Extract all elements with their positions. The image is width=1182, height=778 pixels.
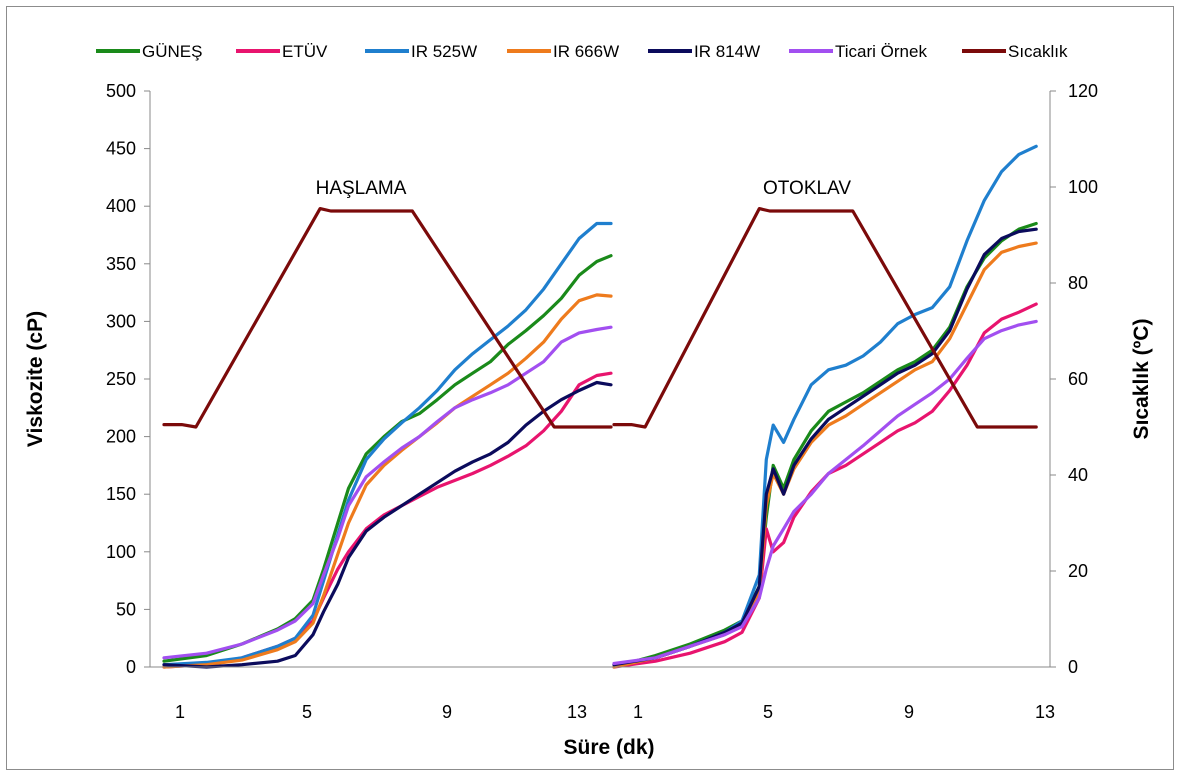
series-line-haşlama-5 xyxy=(162,325,613,660)
legend-label: IR 666W xyxy=(553,42,619,61)
y-tick-label: 0 xyxy=(126,657,136,677)
y-tick-label: 450 xyxy=(106,139,136,159)
y2-tick-label: 100 xyxy=(1068,177,1098,197)
annotation-otoklav: OTOKLAV xyxy=(763,178,851,199)
legend-label: IR 525W xyxy=(411,42,477,61)
x-tick-label: 1 xyxy=(633,702,643,722)
y2-tick-label: 20 xyxy=(1068,561,1088,581)
series-line-haşlama-6 xyxy=(162,207,613,429)
legend-label: ETÜV xyxy=(282,42,328,61)
series-line-otoklav-5 xyxy=(612,319,1038,666)
y2-axis-title: Sıcaklık (ºC) xyxy=(1130,319,1153,440)
y2-tick-label: 0 xyxy=(1068,657,1078,677)
y-tick-label: 50 xyxy=(116,599,136,619)
axes-layer: 0 50 100 150 200 250 300 350 400 450 500 0 20 40 60 80 1… xyxy=(106,81,1098,722)
x-tick-label: 9 xyxy=(904,702,914,722)
series-layer xyxy=(162,144,1038,669)
y-axis-title: Viskozite (cP) xyxy=(24,311,47,447)
series-line-haşlama-1 xyxy=(162,371,613,669)
y2-tick-label: 80 xyxy=(1068,273,1088,293)
y2-tick-label: 60 xyxy=(1068,369,1088,389)
y-tick-label: 300 xyxy=(106,311,136,331)
y2-tick-label: 40 xyxy=(1068,465,1088,485)
legend-label: Sıcaklık xyxy=(1008,42,1068,61)
series-line-otoklav-3 xyxy=(612,241,1038,669)
x-tick-label: 1 xyxy=(175,702,185,722)
chart-frame xyxy=(6,6,1174,770)
series-line-otoklav-4 xyxy=(612,227,1038,667)
y-tick-label: 500 xyxy=(106,81,136,101)
legend-label: GÜNEŞ xyxy=(142,42,202,61)
series-line-haşlama-3 xyxy=(162,293,613,669)
y-tick-label: 250 xyxy=(106,369,136,389)
series-line-otoklav-2 xyxy=(612,144,1038,667)
y-tick-label: 100 xyxy=(106,542,136,562)
series-line-otoklav-1 xyxy=(612,302,1038,669)
series-line-haşlama-2 xyxy=(162,221,613,667)
y-tick-label: 350 xyxy=(106,254,136,274)
x-tick-label: 5 xyxy=(763,702,773,722)
x-tick-label: 5 xyxy=(302,702,312,722)
x-tick-label: 13 xyxy=(1035,702,1055,722)
annotation-haslama: HAŞLAMA xyxy=(316,178,407,199)
series-line-haşlama-4 xyxy=(162,380,613,669)
legend-label: Ticari Örnek xyxy=(835,42,927,61)
series-line-haşlama-0 xyxy=(162,254,613,663)
y-tick-label: 150 xyxy=(106,484,136,504)
y2-tick-label: 120 xyxy=(1068,81,1098,101)
y-tick-label: 200 xyxy=(106,427,136,447)
legend: GÜNEŞ ETÜV IR 525W IR 666W IR 814W Ticari Örn… xyxy=(96,42,1068,61)
x-tick-label: 13 xyxy=(567,702,587,722)
x-axis-title: Süre (dk) xyxy=(563,736,654,759)
y-tick-label: 400 xyxy=(106,196,136,216)
x-tick-label: 9 xyxy=(442,702,452,722)
legend-label: IR 814W xyxy=(694,42,760,61)
series-line-otoklav-6 xyxy=(612,207,1038,429)
